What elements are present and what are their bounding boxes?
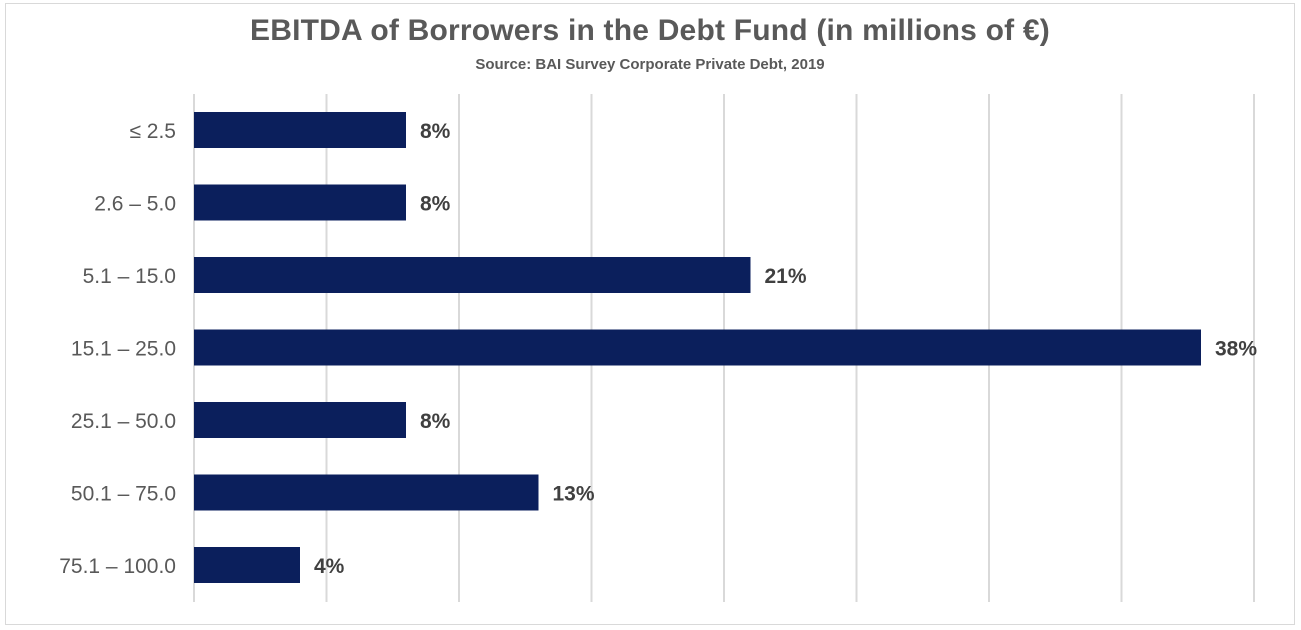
bar (194, 474, 539, 511)
data-label: 13% (553, 483, 595, 506)
bar (194, 402, 406, 438)
category-label: 5.1 – 15.0 (83, 265, 176, 288)
data-label: 8% (420, 193, 451, 216)
category-label: ≤ 2.5 (129, 120, 176, 143)
category-label: 25.1 – 50.0 (71, 410, 176, 433)
chart-frame: EBITDA of Borrowers in the Debt Fund (in… (5, 3, 1295, 625)
data-label: 38% (1215, 338, 1257, 361)
bars (194, 112, 1201, 583)
bar (194, 257, 751, 293)
bar (194, 329, 1201, 366)
data-labels: 8% 8% 21% 38% 8% 13% 4% (314, 120, 1257, 578)
data-label: 21% (765, 265, 807, 288)
category-label: 75.1 – 100.0 (59, 555, 176, 578)
category-label: 50.1 – 75.0 (71, 483, 176, 506)
category-labels: ≤ 2.5 2.6 – 5.0 5.1 – 15.0 15.1 – 25.0 25.1 … (59, 120, 176, 578)
category-label: 2.6 – 5.0 (94, 193, 176, 216)
bar (194, 184, 406, 221)
bar (194, 547, 300, 583)
data-label: 8% (420, 120, 451, 143)
data-label: 4% (314, 555, 345, 578)
chart-title: EBITDA of Borrowers in the Debt Fund (in… (250, 14, 1050, 47)
data-label: 8% (420, 410, 451, 433)
bar (194, 112, 406, 148)
bar-chart-plot: ≤ 2.5 2.6 – 5.0 5.1 – 15.0 15.1 – 25.0 25.1 … (59, 94, 1257, 602)
chart-subtitle: Source: BAI Survey Corporate Private Deb… (475, 56, 825, 73)
category-label: 15.1 – 25.0 (71, 338, 176, 361)
